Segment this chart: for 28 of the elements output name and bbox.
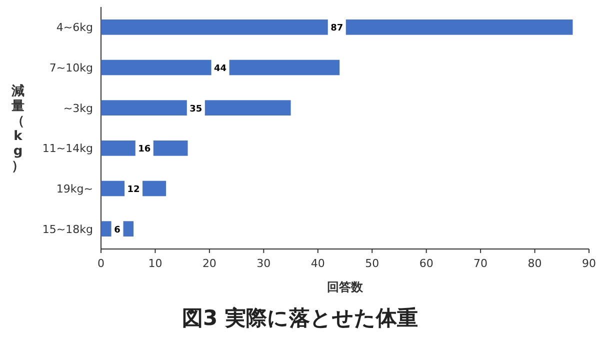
data-label: 35: [190, 104, 202, 114]
y-tick-label: 4~6kg: [56, 21, 93, 34]
y-tick-label: 15~18kg: [42, 222, 93, 236]
x-tick-label: 90: [582, 257, 596, 270]
x-tick-label: 50: [365, 257, 380, 270]
x-axis-title: 回答数: [327, 280, 364, 294]
data-label: 87: [330, 24, 344, 34]
x-tick-label: 80: [528, 257, 542, 270]
bar: [101, 20, 573, 35]
data-label: 12: [127, 185, 140, 195]
y-tick-label: 11~14kg: [42, 142, 93, 156]
bar: [101, 60, 340, 76]
y-tick-label: 19kg~: [56, 182, 93, 196]
data-label: 16: [138, 144, 151, 155]
x-tick-label: 0: [98, 257, 104, 270]
y-tick-label: ~3kg: [63, 102, 93, 115]
x-tick-label: 20: [202, 257, 216, 270]
x-tick-label: 40: [310, 257, 325, 270]
bar: [101, 100, 291, 116]
x-tick-label: 70: [474, 257, 488, 270]
data-label: 44: [214, 64, 227, 74]
x-tick-label: 10: [148, 257, 162, 270]
y-tick-label: 7~10kg: [49, 62, 93, 74]
data-label: 6: [114, 225, 120, 236]
text: 図3 実際に落とせた体重: [182, 306, 418, 330]
x-tick-label: 60: [419, 257, 434, 270]
x-tick-label: 30: [256, 257, 271, 270]
y-axis-title: 減量（kg）: [10, 84, 24, 174]
